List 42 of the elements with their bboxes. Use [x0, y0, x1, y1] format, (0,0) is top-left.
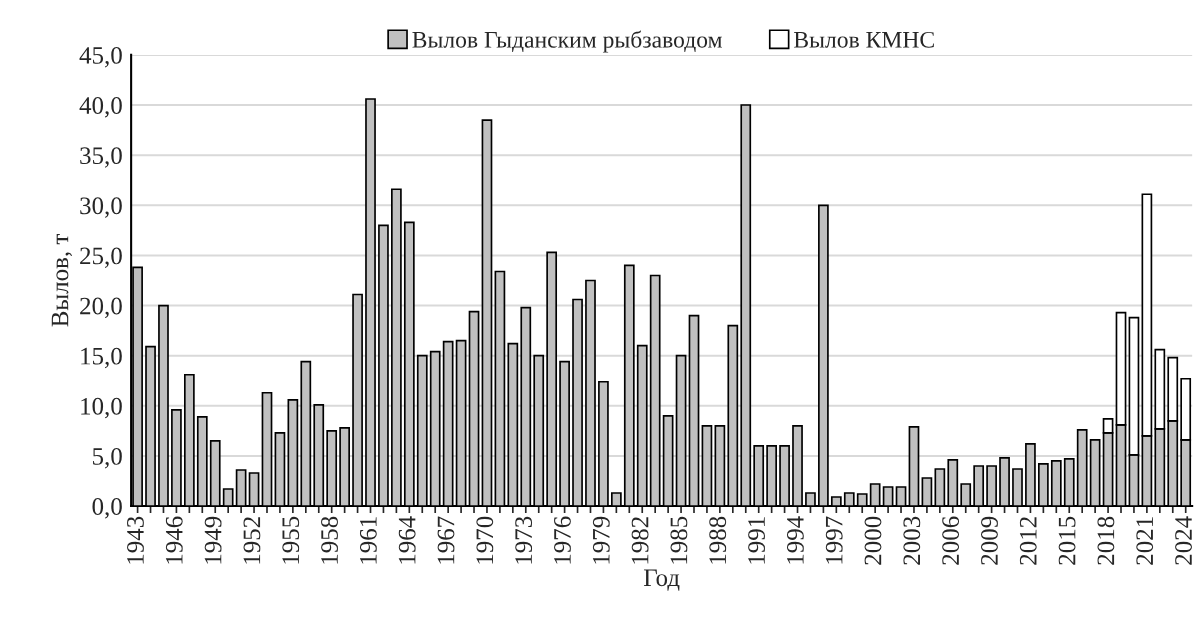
x-tick-label: 1958	[321, 516, 338, 564]
x-tick-label: 1985	[670, 516, 688, 564]
y-tick-label: 40,0	[79, 97, 122, 118]
x-tick-label: 2003	[903, 516, 921, 565]
x-tick-label: 1979	[592, 516, 610, 564]
x-tick-label: 1943	[127, 516, 144, 564]
x-tick-label: 1991	[748, 517, 765, 564]
y-axis-title: Вылов, т	[51, 234, 73, 327]
x-tick-label: 1949	[204, 516, 222, 564]
y-tick-label: 45,0	[79, 46, 122, 68]
x-tick-label: 1982	[631, 517, 649, 564]
y-tick-label: 0,0	[92, 498, 122, 519]
x-tick-label: 1955	[282, 516, 300, 564]
x-tick-label: 2024	[1175, 516, 1192, 565]
y-tick-label: 25,0	[80, 247, 122, 268]
x-tick-label: 1988	[709, 516, 727, 564]
x-tick-label: 1970	[476, 516, 494, 564]
y-tick-label: 35,0	[80, 147, 122, 168]
x-tick-label: 2018	[1097, 516, 1115, 565]
y-tick-label: 20,0	[80, 297, 122, 319]
x-tick-label: 1961	[359, 517, 377, 564]
x-tick-label: 2009	[981, 516, 998, 565]
legend-label: Вылов КМНС	[794, 31, 934, 48]
x-tick-label: 2015	[1058, 516, 1076, 565]
x-tick-label: 2012	[1019, 517, 1037, 565]
x-tick-label: 2021	[1136, 517, 1154, 565]
x-tick-label: 1946	[165, 516, 183, 564]
x-tick-label: 2000	[864, 516, 882, 565]
x-tick-label: 1967	[437, 516, 455, 564]
y-tick-label: 5,0	[93, 447, 122, 469]
y-tick-label: 10,0	[81, 397, 122, 419]
x-tick-label: 1997	[825, 516, 843, 564]
x-tick-label: 1952	[243, 517, 261, 564]
x-tick-label: 2006	[942, 516, 960, 565]
legend-label: Вылов Гыданским рыбзаводом	[412, 30, 722, 53]
x-axis-title: Год	[643, 569, 680, 591]
y-tick-label: 30,0	[80, 197, 122, 218]
x-tick-label: 1973	[515, 516, 533, 564]
y-tick-label: 15,0	[81, 347, 122, 369]
x-tick-label: 1976	[554, 516, 571, 564]
x-tick-label: 1994	[786, 516, 804, 564]
x-tick-label: 1964	[398, 516, 416, 564]
